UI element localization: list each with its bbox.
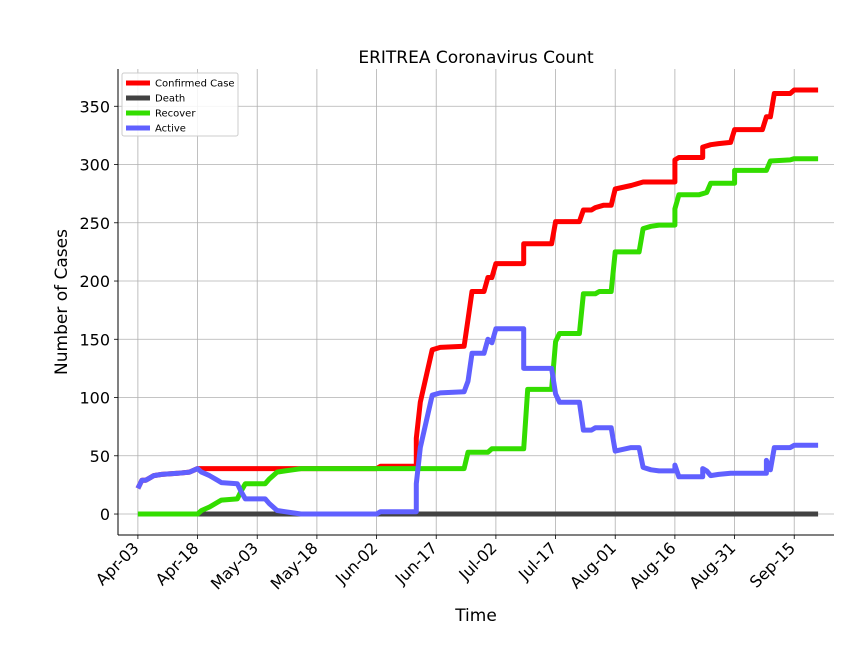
x-tick-label: May-18 bbox=[267, 538, 322, 593]
axes bbox=[114, 69, 834, 539]
legend: Confirmed Case Death Recover Active bbox=[121, 72, 239, 137]
y-axis-title: Number of Cases bbox=[52, 229, 72, 375]
y-tick-label: 100 bbox=[79, 389, 110, 408]
x-tick-label: Sep-15 bbox=[746, 538, 799, 591]
legend-label: Recover bbox=[155, 109, 196, 120]
y-tick-label: 150 bbox=[79, 330, 110, 349]
x-tick-label: Apr-03 bbox=[92, 538, 143, 589]
x-tick-label: May-03 bbox=[207, 538, 262, 593]
x-tick-label: Jul-02 bbox=[454, 538, 500, 584]
x-tick-label: Jul-17 bbox=[514, 538, 560, 584]
y-tick-label: 250 bbox=[79, 214, 110, 233]
grid bbox=[118, 69, 834, 535]
chart-title: ERITREA Coronavirus Count bbox=[358, 48, 594, 68]
x-tick-label: Aug-01 bbox=[566, 538, 620, 592]
series-line-active bbox=[135, 326, 819, 517]
legend-label: Death bbox=[155, 94, 185, 105]
legend-label: Confirmed Case bbox=[155, 79, 235, 90]
x-tick-label: Aug-31 bbox=[685, 538, 739, 592]
y-tick-label: 200 bbox=[79, 272, 110, 291]
legend-label: Active bbox=[155, 124, 186, 135]
y-tick-label: 50 bbox=[90, 447, 110, 466]
y-tick-label: 350 bbox=[79, 97, 110, 116]
series-lines bbox=[135, 87, 819, 517]
x-axis-title: Time bbox=[454, 606, 497, 626]
x-tick-label: Apr-18 bbox=[152, 538, 203, 589]
legend-box bbox=[121, 72, 239, 137]
series-line-recover bbox=[137, 156, 819, 517]
x-tick-label: Aug-16 bbox=[626, 538, 680, 592]
y-tick-label: 0 bbox=[100, 505, 110, 524]
x-tick-label: Jun-02 bbox=[331, 538, 381, 588]
y-tick-label: 300 bbox=[79, 156, 110, 175]
series-line-confirmed-case bbox=[135, 87, 819, 490]
x-tick-label: Jun-17 bbox=[391, 538, 441, 588]
